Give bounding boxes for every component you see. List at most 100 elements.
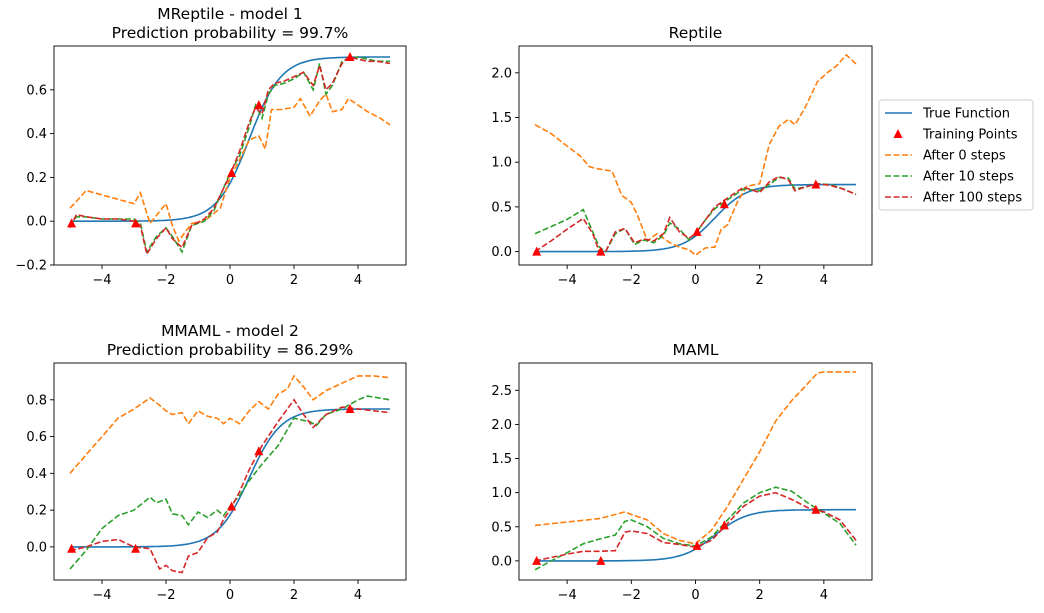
y-tick-label: 0.0 [491, 245, 512, 260]
x-tick-label: 4 [354, 588, 362, 603]
subplot-title: Reptile [669, 24, 723, 42]
legend-label: True Function [922, 107, 1010, 122]
x-tick-label: −4 [558, 273, 577, 288]
after-100-steps-line [69, 398, 391, 574]
legend-label: After 100 steps [923, 191, 1022, 206]
true-function-line [535, 508, 856, 562]
x-tick-label: 2 [290, 273, 298, 288]
training-point [692, 226, 702, 236]
x-tick-label: −2 [156, 588, 175, 603]
subplot-title: Prediction probability = 99.7% [112, 24, 349, 42]
x-tick-label: −2 [156, 273, 175, 288]
after-10-steps-line [534, 176, 857, 253]
training-point [131, 543, 141, 553]
training-point [345, 403, 355, 413]
x-tick-label: −4 [92, 588, 111, 603]
training-point [345, 51, 355, 61]
subplot-title: MMAML - model 2 [161, 322, 299, 340]
training-point [131, 218, 141, 228]
training-point [254, 446, 264, 456]
y-tick-label: 0.2 [26, 504, 47, 519]
training-point [811, 504, 821, 514]
training-point [227, 501, 237, 511]
y-tick-label: 0.8 [26, 393, 47, 408]
after-100-steps-line [534, 175, 857, 253]
training-point [67, 218, 77, 228]
y-tick-label: 0.5 [491, 200, 512, 215]
y-tick-label: 1.0 [491, 486, 512, 501]
x-tick-label: 4 [820, 273, 828, 288]
axes-frame [53, 45, 407, 266]
training-point [719, 520, 729, 530]
training-point [532, 246, 542, 256]
x-tick-label: 2 [756, 588, 764, 603]
plot-area [532, 371, 857, 571]
after-100-steps-line [534, 491, 857, 562]
training-point [719, 199, 729, 209]
plot-area [532, 53, 857, 257]
legend-marker [893, 129, 903, 138]
y-tick-label: 0.4 [26, 467, 47, 482]
x-tick-label: 0 [226, 588, 234, 603]
after-0-steps-line [69, 374, 391, 474]
y-tick-label: 1.5 [491, 111, 512, 126]
true-function-line [70, 408, 390, 548]
legend-label: After 0 steps [923, 149, 1006, 164]
y-tick-label: −0.2 [15, 259, 47, 274]
after-0-steps-line [534, 371, 856, 545]
training-point [227, 168, 237, 178]
after-10-steps-line [69, 395, 391, 570]
after-10-steps-line [534, 486, 857, 571]
y-tick-label: 2.5 [491, 384, 512, 399]
subplot-title: MAML [673, 341, 719, 359]
legend-label: After 10 steps [923, 170, 1014, 185]
x-tick-label: 0 [691, 588, 699, 603]
plot-area [67, 51, 391, 257]
x-tick-label: −4 [558, 588, 577, 603]
plot-area [67, 374, 391, 574]
training-point [692, 540, 702, 550]
after-10-steps-line [69, 56, 390, 254]
after-100-steps-line [69, 56, 391, 257]
x-tick-label: 4 [820, 588, 828, 603]
after-0-steps-line [534, 53, 857, 257]
subplot-title: Prediction probability = 86.29% [107, 341, 354, 359]
true-function-line [535, 183, 856, 253]
y-tick-label: 0.0 [491, 554, 512, 569]
after-0-steps-line [69, 92, 391, 243]
x-tick-label: 0 [226, 273, 234, 288]
y-tick-label: 2.0 [491, 418, 512, 433]
y-tick-label: 0.6 [26, 430, 47, 445]
training-point [596, 246, 606, 256]
y-tick-label: 0.2 [26, 171, 47, 186]
y-tick-label: 1.0 [491, 156, 512, 171]
y-tick-label: 0.5 [491, 520, 512, 535]
y-tick-label: 2.0 [491, 66, 512, 81]
subplot-title: MReptile - model 1 [157, 5, 303, 23]
x-tick-label: −2 [622, 273, 641, 288]
legend-label: Training Points [922, 128, 1018, 143]
training-point [596, 555, 606, 565]
legend: True Function Training Points After 0 step… [878, 99, 1034, 211]
true-function-line [70, 56, 390, 222]
training-point [532, 555, 542, 565]
x-tick-label: −2 [622, 588, 641, 603]
training-point [254, 100, 264, 110]
training-point [67, 543, 77, 553]
y-tick-label: 0.0 [26, 215, 47, 230]
y-tick-label: 1.5 [491, 452, 512, 467]
x-tick-label: 4 [354, 273, 362, 288]
x-tick-label: −4 [92, 273, 111, 288]
legend-box [878, 99, 1034, 211]
y-tick-label: 0.0 [26, 540, 47, 555]
x-tick-label: 2 [290, 588, 298, 603]
y-tick-label: 0.6 [26, 83, 47, 98]
x-tick-label: 2 [756, 273, 764, 288]
x-tick-label: 0 [691, 273, 699, 288]
training-point [811, 179, 821, 189]
subplot-2: Reptile −4 −2 0 2 4 0.0 0.5 1.0 1.5 2.0 [491, 24, 873, 288]
y-tick-label: 0.4 [26, 127, 47, 142]
